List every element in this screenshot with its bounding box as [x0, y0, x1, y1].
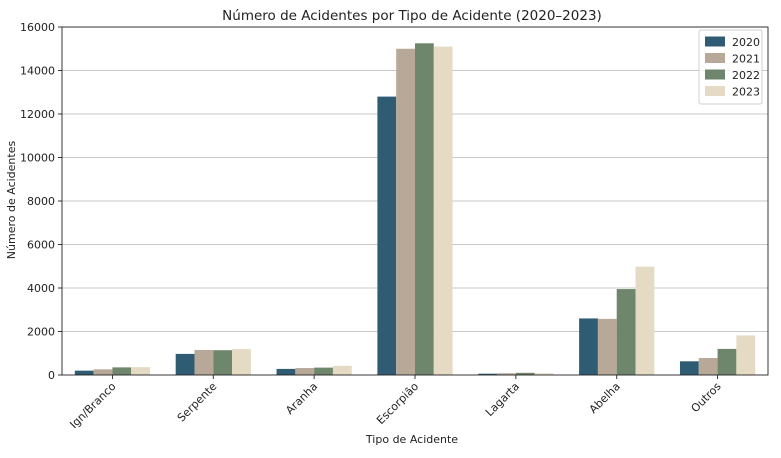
bar-2020-ign-branco — [74, 370, 94, 375]
y-tick-label: 16000 — [20, 21, 55, 34]
x-tick-label: Ign/Branco — [67, 380, 118, 431]
bar-2022-ign-branco — [112, 367, 132, 375]
bar-2023-aranha — [332, 365, 352, 375]
legend-swatch-2023 — [705, 86, 725, 96]
bar-2020-outros — [679, 361, 699, 375]
y-axis-label: Número de Acidentes — [5, 141, 18, 260]
y-axis-ticks: 0 2000 4000 6000 8000 10000 12000 14000 16000 — [20, 21, 62, 382]
bar-2023-serpente — [232, 349, 251, 375]
legend-swatch-2022 — [705, 69, 725, 80]
y-tick-label: 14000 — [20, 65, 55, 78]
legend-box — [698, 29, 763, 105]
bar-2020-escorpi-o — [377, 96, 397, 375]
y-tick-label: 6000 — [27, 239, 55, 252]
bar-2021-serpente — [194, 349, 214, 375]
y-tick-label: 2000 — [27, 326, 55, 339]
bar-2022-escorpi-o — [415, 43, 434, 375]
y-tick-label: 4000 — [27, 282, 55, 295]
legend-label-2023: 2023 — [732, 86, 760, 99]
bar-2021-outros — [698, 358, 718, 375]
bar-2021-escorpi-o — [396, 48, 415, 375]
bar-2021-ign-branco — [93, 369, 113, 375]
bars — [74, 43, 756, 375]
bar-2022-aranha — [314, 367, 333, 375]
x-axis-label: Tipo de Acidente — [365, 433, 458, 446]
bar-2020-aranha — [276, 368, 296, 375]
legend: 2020 2021 2022 2023 — [698, 29, 763, 105]
x-tick-label: Lagarta — [483, 380, 522, 419]
bar-2020-lagarta — [478, 373, 498, 375]
x-tick-label: Serpente — [175, 380, 220, 425]
legend-label-2021: 2021 — [732, 53, 760, 66]
x-tick-label: Outros — [689, 380, 724, 415]
y-tick-label: 8000 — [27, 195, 55, 208]
bar-2023-outros — [736, 335, 756, 375]
y-tick-label: 0 — [48, 369, 55, 382]
bar-2023-ign-branco — [131, 367, 151, 375]
chart-title: Número de Acidentes por Tipo de Acidente… — [222, 8, 602, 24]
legend-swatch-2021 — [705, 53, 725, 63]
legend-label-2020: 2020 — [732, 36, 760, 49]
bar-2021-abelha — [597, 318, 617, 375]
bar-2023-lagarta — [534, 373, 554, 375]
bar-2022-lagarta — [515, 372, 535, 375]
x-axis-ticks: Ign/Branco Serpente Aranha Escorpião Lagarta… — [67, 375, 724, 431]
bar-2021-aranha — [295, 368, 315, 375]
bar-2023-abelha — [635, 266, 655, 375]
x-tick-label: Aranha — [283, 380, 320, 417]
legend-label-2022: 2022 — [732, 69, 760, 82]
bar-2022-serpente — [213, 350, 233, 375]
bar-2022-outros — [717, 348, 737, 375]
bar-2020-serpente — [175, 353, 195, 375]
x-tick-label: Escorpião — [374, 380, 421, 427]
y-tick-label: 12000 — [20, 108, 55, 121]
bar-2020-abelha — [579, 318, 598, 375]
bar-2023-escorpi-o — [433, 46, 453, 375]
x-tick-label: Abelha — [587, 380, 623, 416]
bar-2022-abelha — [616, 289, 636, 375]
legend-swatch-2020 — [705, 36, 725, 47]
y-tick-label: 10000 — [20, 152, 55, 165]
bar-2021-lagarta — [497, 373, 516, 375]
